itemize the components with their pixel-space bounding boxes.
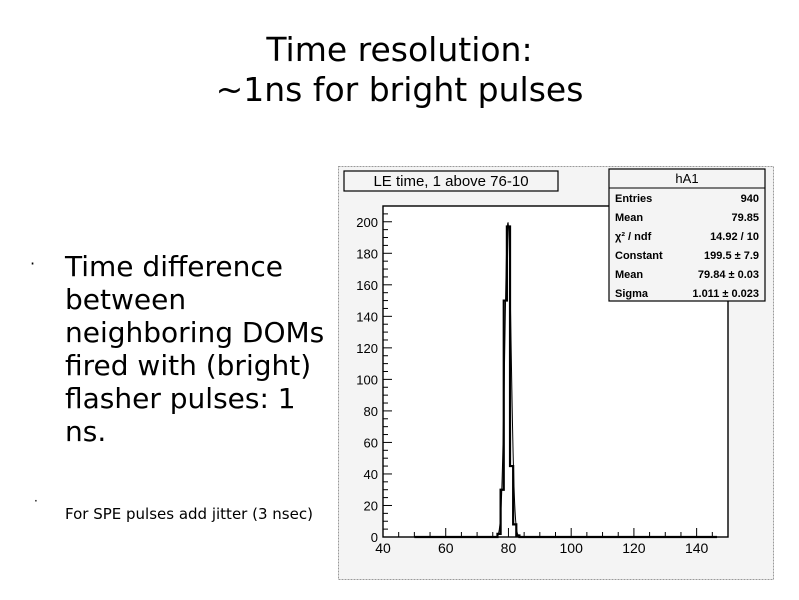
title-line-2: ~1ns for bright pulses [215,70,584,109]
y-tick-label: 0 [371,530,378,545]
y-tick-label: 60 [364,435,378,450]
stats-label: Mean [615,269,643,281]
y-tick-label: 80 [364,404,378,419]
y-tick-label: 20 [364,498,378,513]
stats-label: Sigma [615,288,649,300]
axes: 40 60 80 100 120 140 0 20 40 60 80 100 120 140 160 180 2… [356,205,729,556]
x-tick-label: 140 [685,540,709,556]
slide-title: Time resolution: ~1ns for bright pulses [0,30,799,110]
stats-value: 79.84 ± 0.03 [698,269,759,281]
stats-value: 199.5 ± 7.9 [704,250,759,262]
y-tick-label: 200 [356,215,378,230]
stats-box-name: hA1 [675,171,698,186]
stats-label: Mean [615,212,643,224]
histogram-plot: LE time, 1 above 76-10 40 60 80 100 120 140 0 2… [338,166,774,580]
y-tick-label: 100 [356,372,378,387]
stats-box: hA1 Entries 940 Mean 79.85 χ² / ndf 14.92 / 1… [608,168,766,302]
stats-value: 14.92 / 10 [710,231,759,243]
stats-value: 1.011 ± 0.023 [692,288,759,300]
y-tick-label: 140 [356,309,378,324]
x-tick-label: 60 [438,540,454,556]
title-line-1: Time resolution: [266,30,533,69]
y-tick-label: 40 [364,467,378,482]
x-tick-label: 80 [501,540,517,556]
x-tick-label: 100 [560,540,584,556]
plot-title-box [343,170,559,192]
bullet-marker: · [34,494,38,508]
stats-box-frame [608,168,766,302]
stats-value: 940 [741,193,759,205]
y-tick-label: 160 [356,278,378,293]
stats-value: 79.85 [731,212,759,224]
y-tick-label: 180 [356,246,378,261]
stats-label: χ² / ndf [615,231,652,243]
bullet-marker: · [30,254,36,273]
y-tick-label: 120 [356,341,378,356]
stats-label: Constant [615,250,663,262]
main-bullet-text: Time difference between neighboring DOMs… [65,250,325,448]
sub-bullet-text: For SPE pulses add jitter (3 nsec) [65,505,313,523]
x-tick-label: 120 [622,540,646,556]
gaussian-fit-line [492,222,524,538]
x-tick-label: 40 [375,540,391,556]
stats-label: Entries [615,193,652,205]
plot-title: LE time, 1 above 76-10 [373,173,528,190]
